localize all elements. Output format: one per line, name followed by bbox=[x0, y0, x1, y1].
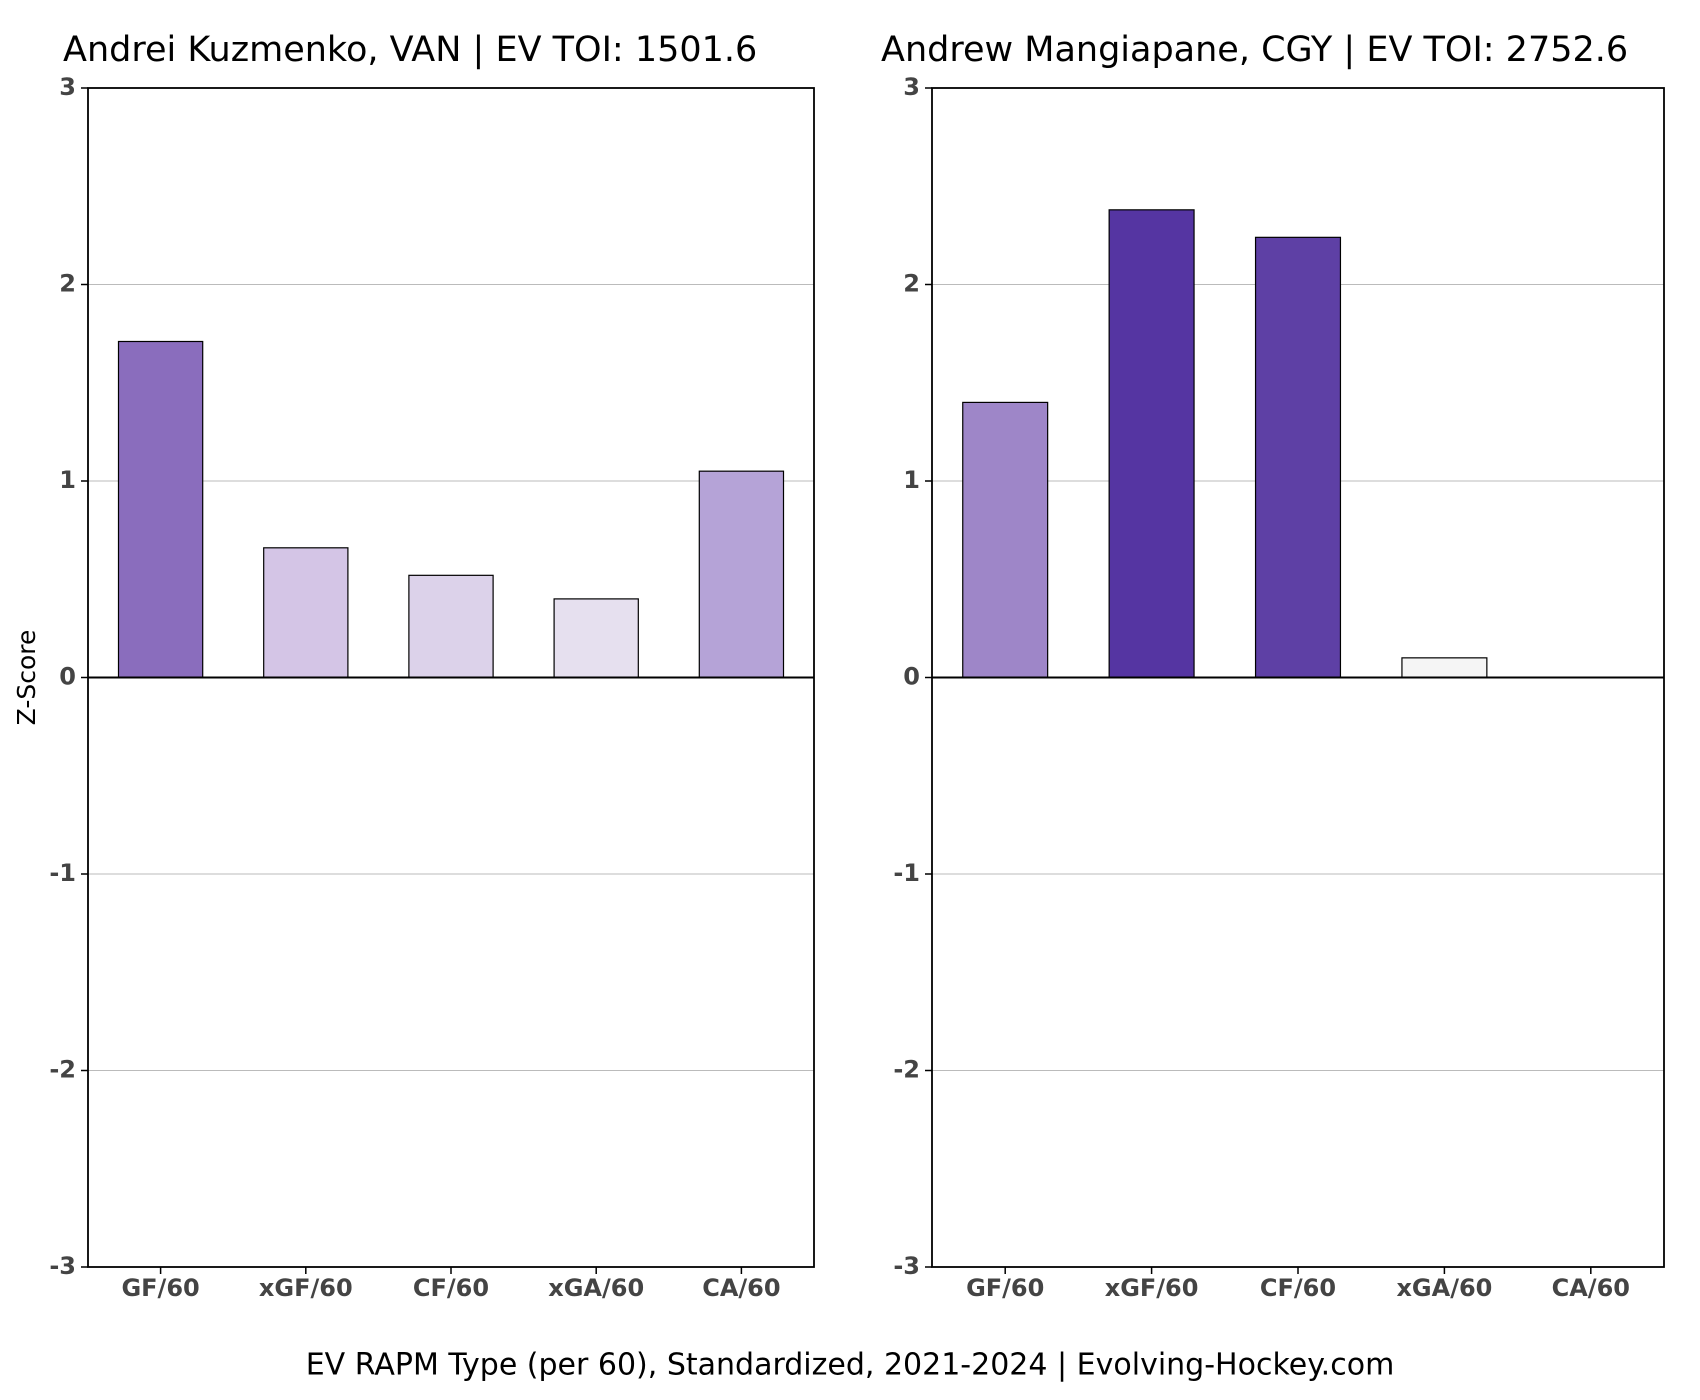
x-tick-label: xGF/60 bbox=[1105, 1274, 1199, 1302]
x-tick-label: GF/60 bbox=[966, 1274, 1044, 1302]
bar bbox=[1401, 657, 1488, 679]
bar bbox=[117, 340, 204, 679]
x-tick-label: CA/60 bbox=[702, 1274, 780, 1302]
y-tick-label: 2 bbox=[59, 270, 76, 298]
y-tick-label: -1 bbox=[49, 859, 76, 887]
x-tick-label: xGF/60 bbox=[259, 1274, 353, 1302]
y-tick-label: -3 bbox=[49, 1252, 76, 1280]
y-tick-label: 1 bbox=[59, 466, 76, 494]
plot-frame bbox=[87, 87, 815, 1268]
x-tick-label: GF/60 bbox=[121, 1274, 199, 1302]
bar bbox=[1254, 236, 1342, 679]
x-tick-label: CF/60 bbox=[413, 1274, 489, 1302]
y-tick-label: 0 bbox=[59, 663, 76, 691]
y-tick-label: 2 bbox=[903, 270, 920, 298]
y-tick-label: 0 bbox=[903, 663, 920, 691]
y-tick-label: 1 bbox=[903, 466, 920, 494]
bar bbox=[553, 598, 639, 679]
chart-title: Andrew Mangiapane, CGY | EV TOI: 2752.6 bbox=[881, 30, 1628, 70]
y-tick-label: -2 bbox=[893, 1056, 920, 1084]
bar bbox=[263, 547, 349, 679]
chart-title: Andrei Kuzmenko, VAN | EV TOI: 1501.6 bbox=[63, 30, 757, 70]
bar bbox=[408, 574, 494, 679]
y-tick-label: -1 bbox=[893, 859, 920, 887]
bar bbox=[1108, 209, 1195, 679]
x-tick-label: xGA/60 bbox=[1396, 1274, 1492, 1302]
x-tick-label: xGA/60 bbox=[548, 1274, 644, 1302]
y-tick-label: -2 bbox=[49, 1056, 76, 1084]
y-axis-label: Z-Score bbox=[12, 630, 41, 726]
caption: EV RAPM Type (per 60), Standardized, 202… bbox=[306, 1348, 1395, 1383]
x-tick-label: CF/60 bbox=[1260, 1274, 1336, 1302]
y-tick-label: -3 bbox=[893, 1252, 920, 1280]
bar bbox=[962, 401, 1049, 679]
plot-frame bbox=[931, 87, 1665, 1268]
x-tick-label: CA/60 bbox=[1552, 1274, 1630, 1302]
y-tick-label: 3 bbox=[903, 73, 920, 101]
y-tick-label: 3 bbox=[59, 73, 76, 101]
bar bbox=[698, 470, 785, 679]
